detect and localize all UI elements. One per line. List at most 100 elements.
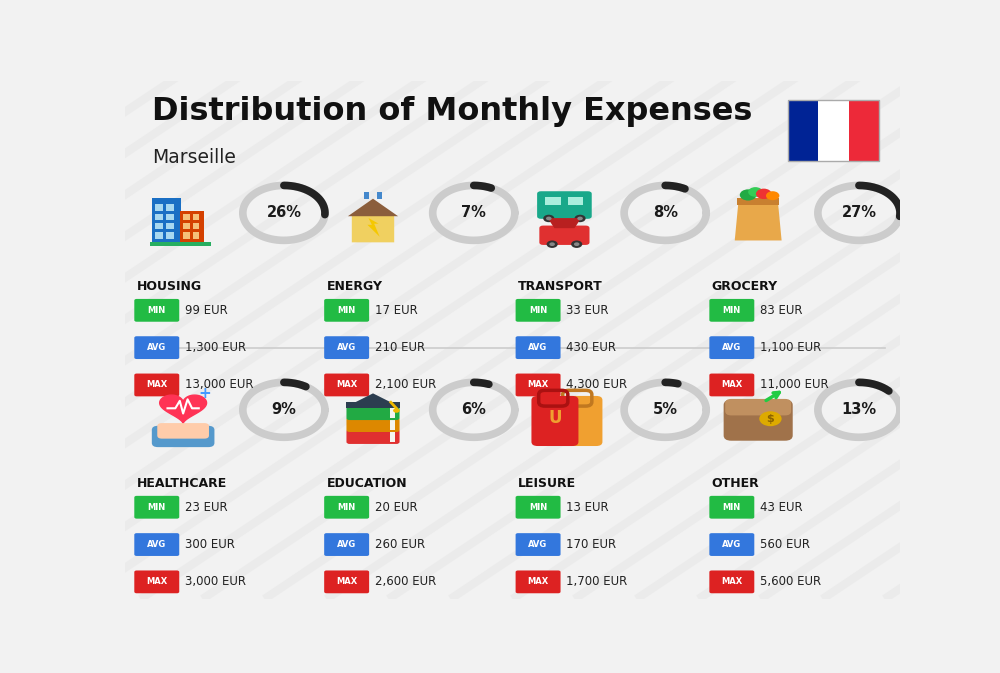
- FancyBboxPatch shape: [324, 496, 369, 519]
- Text: EDUCATION: EDUCATION: [326, 477, 407, 490]
- Polygon shape: [348, 199, 398, 216]
- FancyBboxPatch shape: [516, 374, 561, 396]
- Bar: [377, 192, 382, 199]
- Text: MIN: MIN: [529, 306, 547, 315]
- FancyBboxPatch shape: [157, 423, 209, 439]
- Bar: [155, 223, 163, 229]
- Text: AVG: AVG: [528, 540, 548, 549]
- Polygon shape: [367, 218, 380, 237]
- Text: MAX: MAX: [721, 380, 742, 390]
- Text: 13,000 EUR: 13,000 EUR: [185, 378, 253, 392]
- Text: 430 EUR: 430 EUR: [566, 341, 616, 354]
- Bar: [155, 232, 163, 239]
- Text: $: $: [767, 414, 774, 424]
- Bar: [390, 408, 395, 418]
- Bar: [183, 232, 190, 239]
- Bar: [183, 223, 190, 229]
- Circle shape: [740, 189, 757, 201]
- FancyBboxPatch shape: [346, 417, 400, 432]
- Text: LEISURE: LEISURE: [518, 477, 576, 490]
- FancyBboxPatch shape: [516, 336, 561, 359]
- FancyBboxPatch shape: [709, 299, 754, 322]
- FancyBboxPatch shape: [324, 571, 369, 594]
- Circle shape: [549, 242, 555, 246]
- Text: 5%: 5%: [653, 402, 678, 417]
- Bar: [155, 205, 163, 211]
- Circle shape: [547, 240, 558, 248]
- FancyBboxPatch shape: [134, 571, 179, 594]
- Text: 13 EUR: 13 EUR: [566, 501, 609, 513]
- Text: 6%: 6%: [461, 402, 486, 417]
- Text: MIN: MIN: [723, 503, 741, 511]
- Polygon shape: [355, 393, 391, 402]
- FancyBboxPatch shape: [555, 396, 602, 446]
- FancyBboxPatch shape: [134, 374, 179, 396]
- Text: 4,300 EUR: 4,300 EUR: [566, 378, 627, 392]
- Polygon shape: [352, 201, 394, 242]
- FancyBboxPatch shape: [724, 400, 793, 441]
- Text: MAX: MAX: [336, 380, 357, 390]
- Text: 2,100 EUR: 2,100 EUR: [375, 378, 436, 392]
- Bar: [166, 205, 174, 211]
- Text: MAX: MAX: [336, 577, 357, 586]
- Text: MIN: MIN: [338, 306, 356, 315]
- Text: AVG: AVG: [722, 540, 741, 549]
- Circle shape: [759, 411, 782, 426]
- Bar: [568, 197, 583, 205]
- Text: MIN: MIN: [338, 503, 356, 511]
- FancyBboxPatch shape: [709, 533, 754, 556]
- Text: 9%: 9%: [271, 402, 296, 417]
- Circle shape: [766, 191, 779, 200]
- Circle shape: [756, 188, 772, 199]
- Text: 27%: 27%: [841, 205, 876, 220]
- FancyBboxPatch shape: [134, 336, 179, 359]
- Text: MIN: MIN: [148, 306, 166, 315]
- Bar: [364, 192, 369, 199]
- FancyBboxPatch shape: [346, 429, 400, 444]
- FancyBboxPatch shape: [516, 571, 561, 594]
- Text: 26%: 26%: [266, 205, 301, 220]
- Bar: [193, 213, 199, 220]
- Text: Marseille: Marseille: [152, 148, 236, 167]
- Text: AVG: AVG: [337, 343, 356, 352]
- FancyBboxPatch shape: [324, 336, 369, 359]
- Polygon shape: [548, 218, 581, 228]
- Text: OTHER: OTHER: [712, 477, 759, 490]
- Text: 260 EUR: 260 EUR: [375, 538, 425, 551]
- FancyBboxPatch shape: [516, 299, 561, 322]
- Text: 5,600 EUR: 5,600 EUR: [760, 575, 821, 588]
- Text: 3,000 EUR: 3,000 EUR: [185, 575, 246, 588]
- Text: 43 EUR: 43 EUR: [760, 501, 802, 513]
- FancyBboxPatch shape: [134, 533, 179, 556]
- Circle shape: [574, 242, 579, 246]
- FancyBboxPatch shape: [709, 336, 754, 359]
- Bar: [150, 242, 211, 246]
- Text: 1,700 EUR: 1,700 EUR: [566, 575, 627, 588]
- FancyBboxPatch shape: [531, 396, 578, 446]
- FancyBboxPatch shape: [516, 496, 561, 519]
- Bar: [166, 232, 174, 239]
- Bar: [346, 402, 400, 408]
- Text: 17 EUR: 17 EUR: [375, 304, 417, 317]
- Bar: [390, 431, 395, 442]
- FancyBboxPatch shape: [537, 191, 592, 219]
- Text: 20 EUR: 20 EUR: [375, 501, 417, 513]
- FancyBboxPatch shape: [324, 533, 369, 556]
- Text: +: +: [198, 386, 211, 401]
- Bar: [788, 100, 879, 161]
- Circle shape: [574, 215, 586, 222]
- Text: AVG: AVG: [722, 343, 741, 352]
- FancyBboxPatch shape: [709, 571, 754, 594]
- Text: 23 EUR: 23 EUR: [185, 501, 227, 513]
- Text: 560 EUR: 560 EUR: [760, 538, 810, 551]
- Text: U: U: [548, 409, 562, 427]
- Bar: [193, 223, 199, 229]
- Text: 13%: 13%: [841, 402, 876, 417]
- Bar: [166, 223, 174, 229]
- Circle shape: [546, 217, 552, 220]
- Text: 33 EUR: 33 EUR: [566, 304, 608, 317]
- Bar: [152, 198, 181, 244]
- Bar: [849, 100, 879, 161]
- Text: MAX: MAX: [527, 577, 549, 586]
- Text: AVG: AVG: [337, 540, 356, 549]
